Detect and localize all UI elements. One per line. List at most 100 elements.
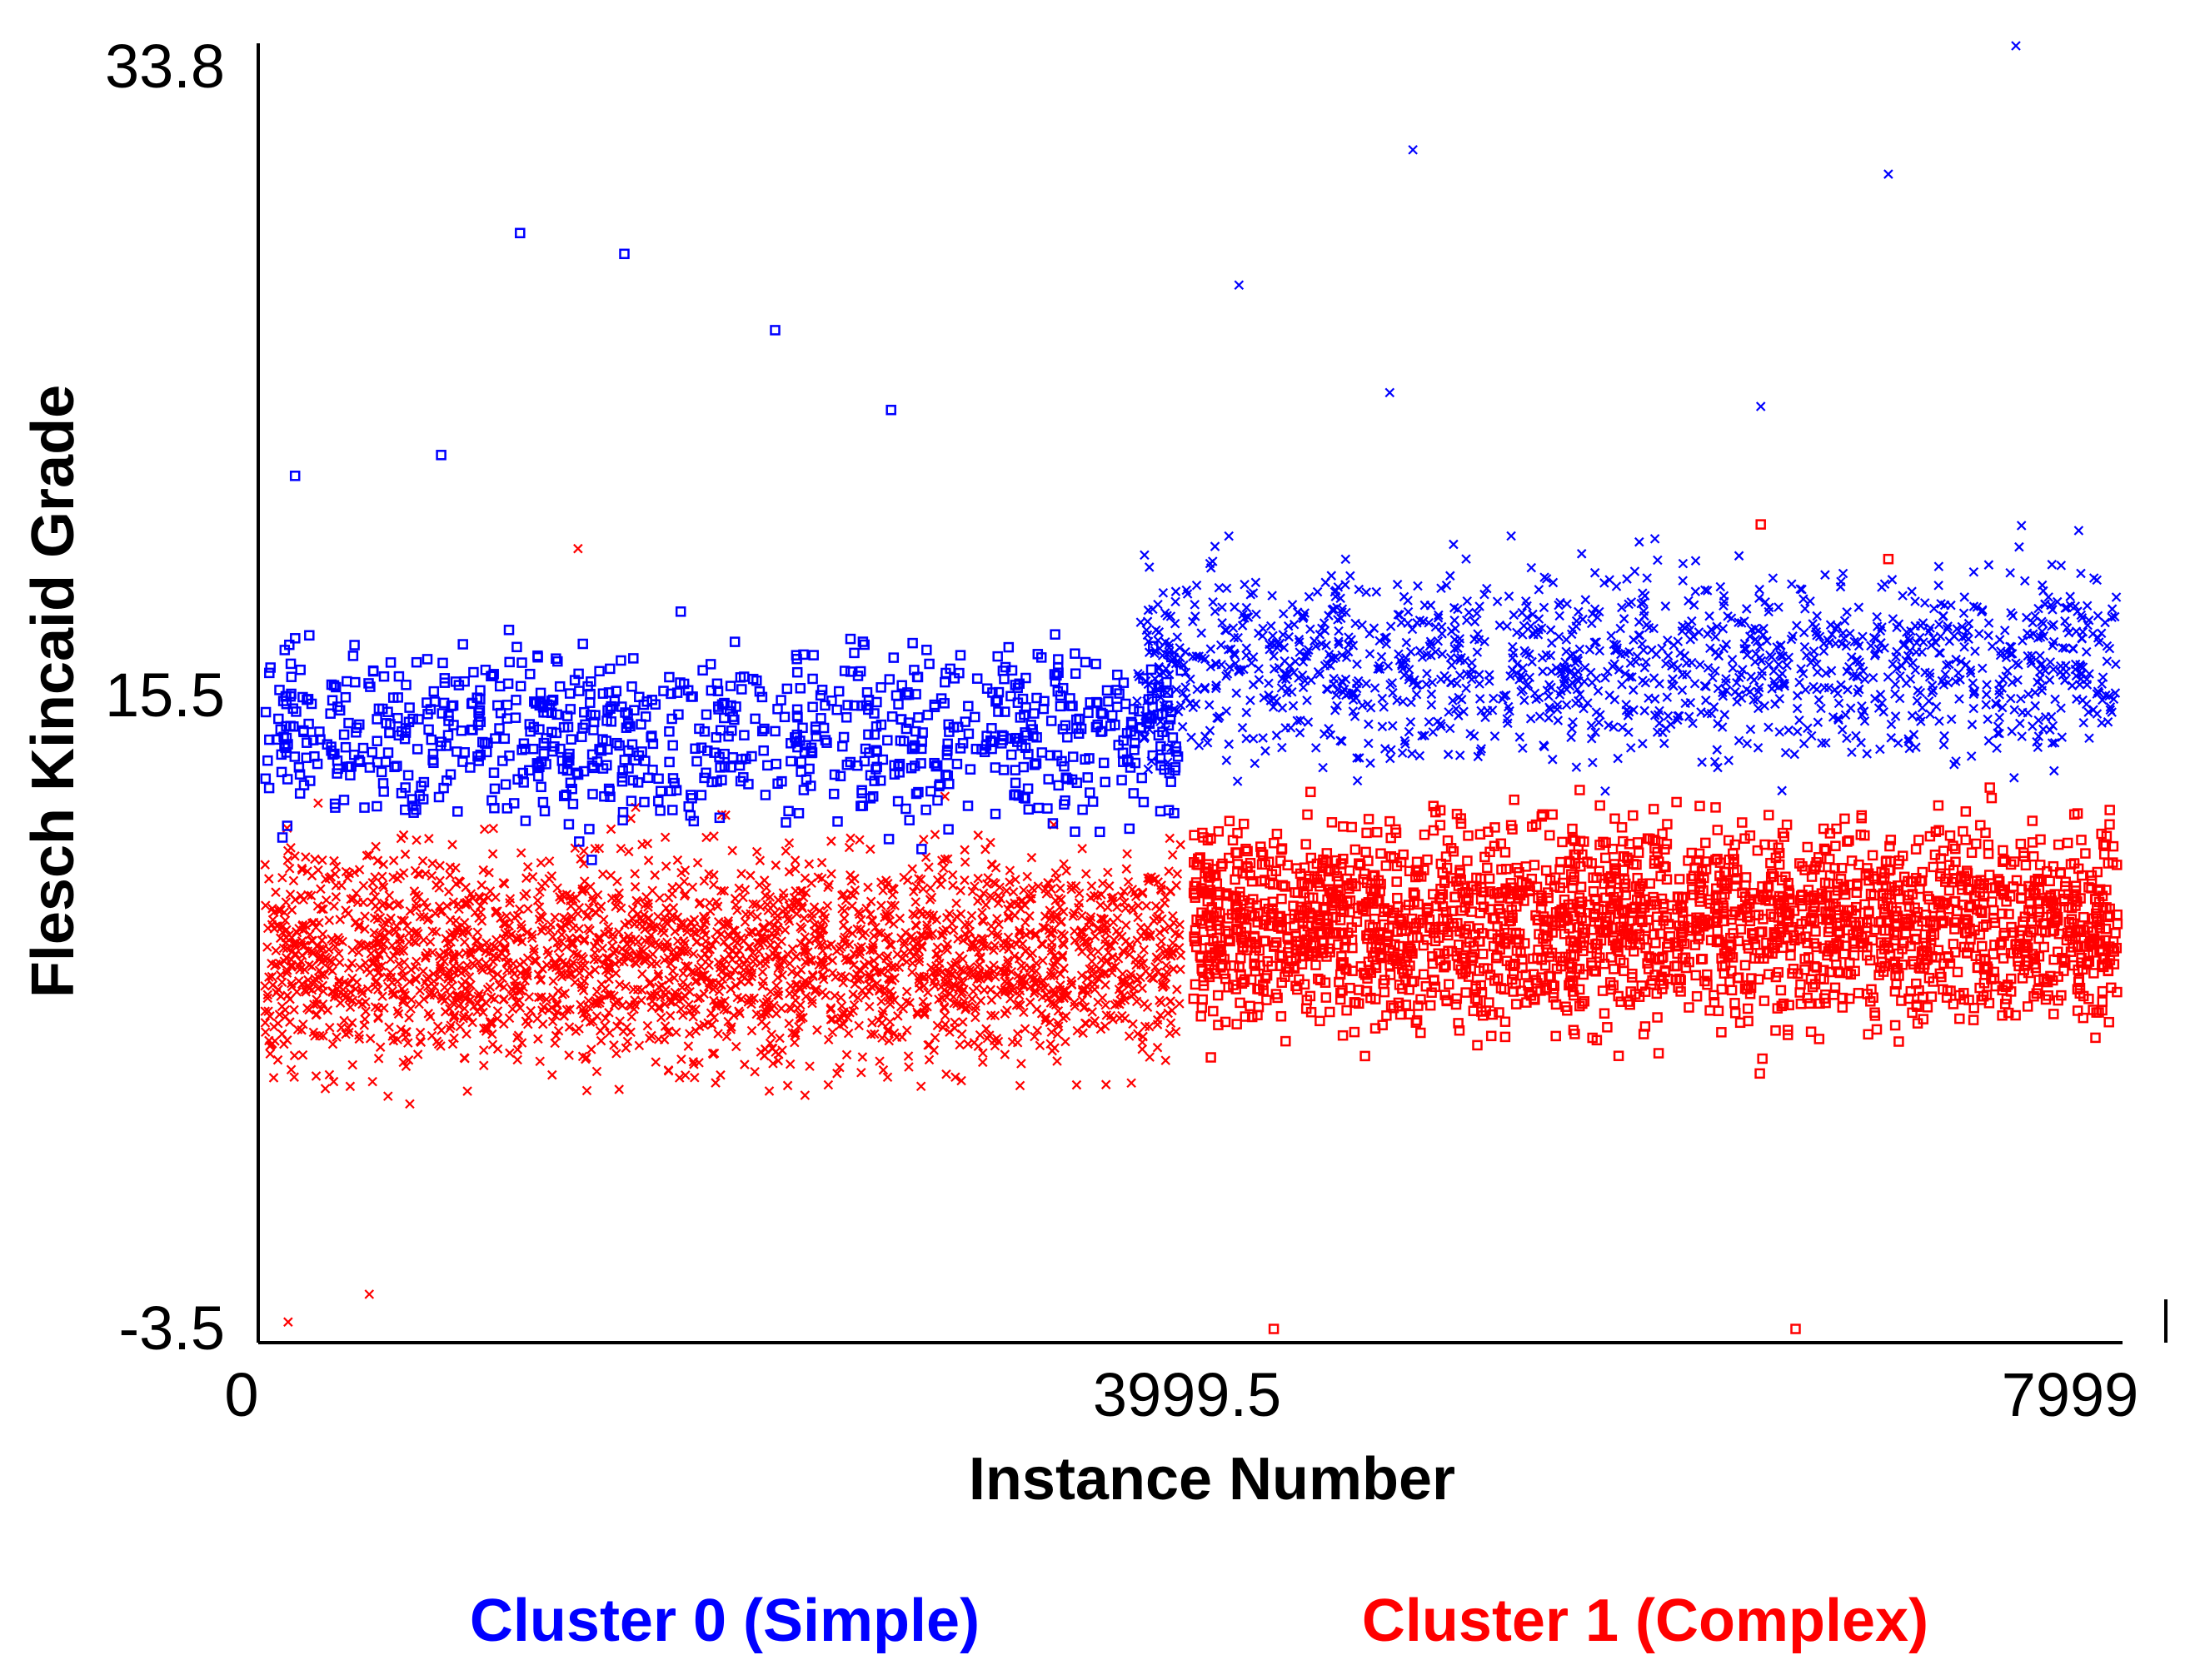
cluster-1-point bbox=[301, 852, 311, 862]
cluster-0-point bbox=[563, 819, 575, 830]
cluster-1-point bbox=[339, 1015, 349, 1026]
cluster-0-point bbox=[890, 690, 902, 701]
cluster-0-point bbox=[655, 805, 666, 816]
cluster-0-point bbox=[639, 796, 650, 808]
cluster-0-point bbox=[1043, 774, 1054, 785]
cluster-1-point bbox=[701, 832, 711, 843]
cluster-1-point bbox=[360, 911, 370, 921]
cluster-1-point bbox=[324, 915, 335, 925]
cluster-1-point bbox=[773, 986, 783, 997]
cluster-1-point bbox=[288, 875, 299, 886]
cluster-0-point bbox=[342, 675, 352, 687]
cluster-1-point bbox=[973, 896, 983, 906]
cluster-1-point bbox=[1853, 988, 1864, 999]
cluster-1-point bbox=[1830, 840, 1841, 851]
cluster-1-point bbox=[678, 968, 688, 979]
cluster-1-point bbox=[566, 969, 577, 980]
cluster-1-point bbox=[287, 946, 297, 956]
cluster-0-point bbox=[262, 755, 273, 766]
cluster-1-point bbox=[487, 849, 498, 859]
cluster-1-point bbox=[330, 941, 341, 952]
cluster-0-point bbox=[1005, 749, 1017, 760]
cluster-1-point bbox=[553, 1025, 564, 1036]
cluster-0-point bbox=[1050, 629, 1060, 640]
cluster-1-point bbox=[413, 891, 424, 902]
cluster-1-point bbox=[2027, 815, 2038, 826]
cluster-1-point bbox=[354, 1034, 365, 1044]
cluster-1-point bbox=[955, 885, 965, 896]
cluster-0-point bbox=[380, 756, 392, 768]
cluster-1-point bbox=[1952, 966, 1963, 978]
cluster-1-point bbox=[347, 1059, 358, 1070]
cluster-1-point bbox=[1101, 1010, 1112, 1020]
cluster-1-point bbox=[680, 865, 691, 875]
cluster-1-point bbox=[968, 986, 979, 997]
cluster-1-point bbox=[932, 875, 943, 885]
cluster-1-point bbox=[290, 851, 300, 861]
cluster-0-point bbox=[1136, 772, 1147, 784]
cluster-1-point bbox=[537, 922, 548, 932]
cluster-0-point bbox=[920, 805, 931, 815]
cluster-1-point bbox=[1302, 809, 1313, 820]
cluster-1-point bbox=[993, 890, 1004, 901]
cluster-1-point bbox=[425, 936, 436, 947]
cluster-0-point bbox=[1082, 772, 1093, 783]
cluster-1-point bbox=[512, 910, 523, 920]
cluster-1-point bbox=[615, 1016, 625, 1026]
cluster-1-point bbox=[521, 1016, 531, 1026]
cluster-1-point bbox=[681, 960, 691, 971]
cluster-0-point bbox=[304, 630, 315, 641]
cluster-0-point bbox=[667, 740, 678, 751]
cluster-1-point bbox=[939, 1001, 950, 1012]
cluster-1-point bbox=[491, 935, 501, 945]
cluster-1-point bbox=[569, 949, 579, 959]
cluster-1-point bbox=[774, 1049, 784, 1059]
cluster-1-point bbox=[624, 846, 634, 857]
cluster-1-point bbox=[260, 980, 270, 991]
cluster-1-point bbox=[990, 863, 1001, 873]
cluster-1-point bbox=[596, 1035, 606, 1046]
cluster-1-point bbox=[1014, 990, 1025, 1000]
cluster-1-point bbox=[367, 1076, 377, 1087]
cluster-1-point bbox=[1076, 910, 1087, 921]
cluster-1-point bbox=[826, 1005, 836, 1014]
cluster-1-point bbox=[1948, 939, 1959, 950]
cluster-1-point bbox=[1152, 1019, 1163, 1029]
cluster-0-point bbox=[1010, 765, 1021, 775]
cluster-1-point bbox=[415, 1027, 426, 1038]
cluster-0-point bbox=[1070, 826, 1080, 837]
cluster-1-point bbox=[546, 870, 557, 881]
cluster-1-point bbox=[327, 957, 337, 967]
cluster-1-point bbox=[915, 906, 925, 916]
cluster-1-point bbox=[970, 1005, 980, 1015]
cluster-1-point bbox=[533, 1034, 543, 1044]
cluster-1-point bbox=[1090, 931, 1100, 941]
cluster-1-point bbox=[1837, 1002, 1848, 1013]
cluster-1-point bbox=[960, 875, 970, 885]
cluster-0-point bbox=[535, 687, 546, 699]
cluster-1-point bbox=[626, 1011, 637, 1022]
cluster-1-point bbox=[857, 1052, 868, 1062]
cluster-1-point bbox=[820, 913, 831, 923]
cluster-0-point bbox=[884, 674, 895, 685]
cluster-1-point bbox=[838, 978, 849, 988]
cluster-0-point bbox=[520, 815, 531, 826]
cluster-1-point bbox=[351, 888, 362, 899]
cluster-0-point bbox=[756, 691, 768, 703]
cluster-1-point bbox=[740, 885, 751, 895]
cluster-1-point bbox=[878, 1064, 889, 1075]
cluster-1-point bbox=[1015, 1080, 1025, 1091]
cluster-1-point bbox=[907, 864, 917, 874]
cluster-1-point bbox=[719, 885, 730, 896]
cluster-1-point bbox=[687, 882, 698, 892]
cluster-1-point bbox=[709, 870, 719, 880]
cluster-0-point bbox=[437, 657, 448, 669]
cluster-1-point bbox=[609, 1040, 619, 1050]
cluster-1-point bbox=[1086, 880, 1097, 891]
cluster-1-point bbox=[866, 844, 875, 855]
cluster-1-point bbox=[1463, 830, 1474, 841]
cluster-1-point bbox=[1165, 996, 1176, 1006]
cluster-1-point bbox=[564, 1050, 574, 1060]
cluster-1-point bbox=[1052, 1056, 1062, 1066]
cluster-0-point bbox=[762, 760, 773, 771]
